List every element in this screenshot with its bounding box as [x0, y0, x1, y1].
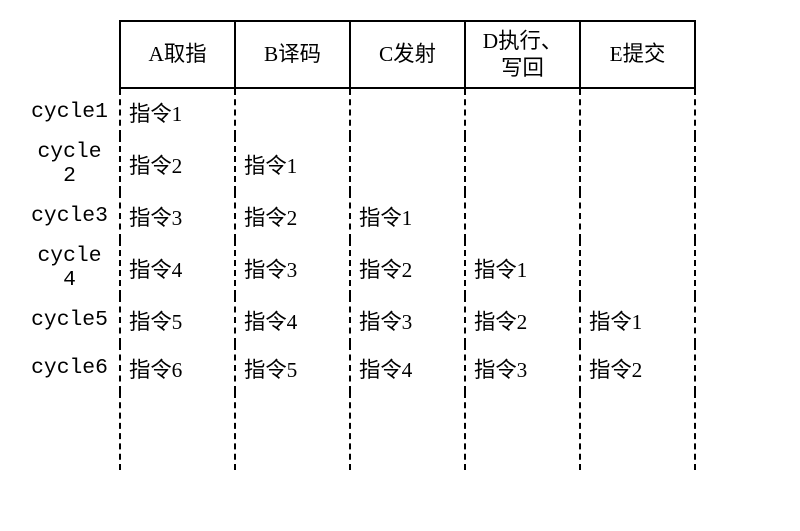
bottom-pad-cell-1: [235, 392, 350, 470]
cell-5-4: 指令2: [580, 344, 695, 392]
table-row: cycle5指令5指令4指令3指令2指令1: [20, 296, 695, 344]
col-header-0: A取指: [120, 21, 235, 88]
row-label-4: cycle5: [20, 296, 120, 344]
bottom-pad-label: [20, 392, 120, 470]
bottom-pad-cell-4: [580, 392, 695, 470]
table-row: cycle6指令6指令5指令4指令3指令2: [20, 344, 695, 392]
cell-3-2: 指令2: [350, 240, 465, 296]
bottom-pad-cell-0: [120, 392, 235, 470]
table-row: cycle3指令3指令2指令1: [20, 192, 695, 240]
bottom-pad-cell-3: [465, 392, 580, 470]
bottom-pad-cell-2: [350, 392, 465, 470]
cell-2-4: [580, 192, 695, 240]
cell-1-2: [350, 136, 465, 192]
cell-1-0: 指令2: [120, 136, 235, 192]
cell-1-4: [580, 136, 695, 192]
cell-2-0: 指令3: [120, 192, 235, 240]
cell-1-1: 指令1: [235, 136, 350, 192]
cell-3-1: 指令3: [235, 240, 350, 296]
row-label-5: cycle6: [20, 344, 120, 392]
cell-3-4: [580, 240, 695, 296]
cell-3-0: 指令4: [120, 240, 235, 296]
cell-1-3: [465, 136, 580, 192]
table-row: cycle1指令1: [20, 88, 695, 136]
cell-4-2: 指令3: [350, 296, 465, 344]
cell-5-3: 指令3: [465, 344, 580, 392]
col-header-2: C发射: [350, 21, 465, 88]
col-header-3: D执行、 写回: [465, 21, 580, 88]
cell-5-1: 指令5: [235, 344, 350, 392]
cell-0-3: [465, 88, 580, 136]
row-label-1: cycle 2: [20, 136, 120, 192]
cell-4-3: 指令2: [465, 296, 580, 344]
header-row: A取指B译码C发射D执行、 写回E提交: [20, 21, 695, 88]
cell-4-4: 指令1: [580, 296, 695, 344]
table-row: cycle 2指令2指令1: [20, 136, 695, 192]
pipeline-table: A取指B译码C发射D执行、 写回E提交 cycle1指令1cycle 2指令2指…: [20, 20, 696, 470]
header-corner: [20, 21, 120, 88]
pipeline-tbody: cycle1指令1cycle 2指令2指令1cycle3指令3指令2指令1cyc…: [20, 88, 695, 470]
row-label-0: cycle1: [20, 88, 120, 136]
bottom-pad-row: [20, 392, 695, 470]
cell-5-2: 指令4: [350, 344, 465, 392]
cell-2-3: [465, 192, 580, 240]
row-label-2: cycle3: [20, 192, 120, 240]
cell-4-0: 指令5: [120, 296, 235, 344]
cell-0-2: [350, 88, 465, 136]
cell-0-4: [580, 88, 695, 136]
col-header-1: B译码: [235, 21, 350, 88]
cell-2-1: 指令2: [235, 192, 350, 240]
cell-0-0: 指令1: [120, 88, 235, 136]
cell-3-3: 指令1: [465, 240, 580, 296]
cell-2-2: 指令1: [350, 192, 465, 240]
row-label-3: cycle 4: [20, 240, 120, 296]
cell-5-0: 指令6: [120, 344, 235, 392]
cell-0-1: [235, 88, 350, 136]
col-header-4: E提交: [580, 21, 695, 88]
table-row: cycle 4指令4指令3指令2指令1: [20, 240, 695, 296]
cell-4-1: 指令4: [235, 296, 350, 344]
